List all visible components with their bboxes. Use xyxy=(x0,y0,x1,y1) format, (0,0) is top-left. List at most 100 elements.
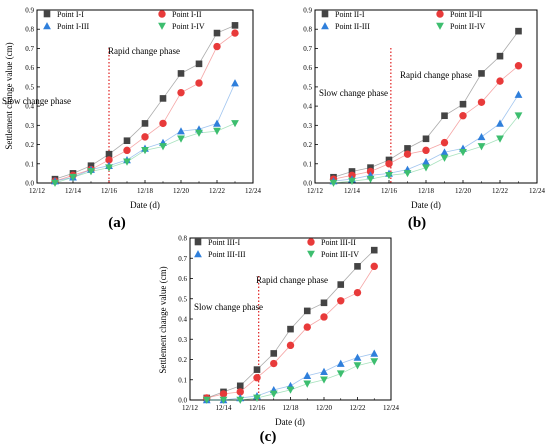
data-point xyxy=(370,246,378,254)
x-tick-label: 12/18 xyxy=(418,187,434,195)
data-point xyxy=(177,135,185,143)
x-tick-label: 12/12 xyxy=(182,404,198,412)
data-point xyxy=(329,179,338,187)
data-point xyxy=(337,297,345,305)
y-tick-label: 0.6 xyxy=(303,64,312,72)
y-tick-label: 0.8 xyxy=(25,26,34,34)
panel-label: (a) xyxy=(108,215,126,231)
data-point xyxy=(269,390,278,398)
legend-marker xyxy=(436,10,444,18)
data-point xyxy=(496,119,504,127)
x-tick-label: 12/20 xyxy=(316,404,332,412)
series-line xyxy=(206,249,375,399)
legend-label: Point III-III xyxy=(208,250,246,259)
x-tick-label: 12/22 xyxy=(350,404,366,412)
data-point xyxy=(303,307,311,315)
data-point xyxy=(159,143,167,151)
data-point xyxy=(195,129,203,137)
data-point xyxy=(496,52,504,60)
data-point xyxy=(286,386,295,394)
chart-panel-3: 0.0 0.1 0.2 0.3 0.4 0.5 0.6 0.7 0.8 12/12 12/14 12/… xyxy=(158,235,399,446)
data-point xyxy=(385,160,393,168)
y-tick-label: 0.0 xyxy=(178,397,187,405)
x-tick-label: 12/16 xyxy=(101,187,117,195)
data-point xyxy=(477,143,486,151)
y-tick-label: 0.9 xyxy=(303,7,312,15)
data-point xyxy=(370,262,378,271)
data-point xyxy=(477,98,486,106)
y-tick-label: 0.5 xyxy=(25,83,34,91)
data-point xyxy=(353,362,362,370)
data-point xyxy=(303,323,311,331)
data-point xyxy=(404,145,411,152)
data-point xyxy=(159,119,167,128)
data-point xyxy=(123,158,131,166)
y-axis-label: Settlement change value (cm) xyxy=(158,266,168,373)
data-point xyxy=(213,29,221,37)
panel-label: (b) xyxy=(408,215,426,231)
y-tick-label: 0.5 xyxy=(303,83,312,91)
data-point xyxy=(213,42,221,51)
x-axis-label: Date (d) xyxy=(275,417,305,427)
x-tick-label: 12/22 xyxy=(209,187,225,195)
data-point xyxy=(353,288,362,297)
data-point xyxy=(348,168,356,175)
series-line xyxy=(206,361,375,401)
data-point xyxy=(422,135,430,143)
data-point xyxy=(287,325,294,333)
data-point xyxy=(370,358,379,366)
data-point xyxy=(231,79,239,87)
slow-phase-annotation: Slow change phase xyxy=(319,88,388,98)
data-point xyxy=(320,376,328,384)
rapid-phase-annotation: Rapid change phase xyxy=(256,275,328,285)
legend-marker xyxy=(321,10,329,18)
legend-label: Point III-IV xyxy=(321,250,359,259)
x-tick-label: 12/12 xyxy=(29,187,45,195)
data-point xyxy=(213,127,221,135)
legend-entry: Point II-IV xyxy=(436,22,486,31)
panel-label: (c) xyxy=(260,429,277,445)
legend-marker xyxy=(194,238,202,246)
y-tick-label: 0.1 xyxy=(178,376,187,384)
data-point xyxy=(253,394,261,402)
slow-phase-annotation: Slow change phase xyxy=(194,302,263,312)
x-axis-label: Date (d) xyxy=(130,200,160,210)
y-tick-label: 0.0 xyxy=(303,180,312,188)
data-point xyxy=(385,156,393,164)
data-point xyxy=(440,154,449,162)
legend-entry: Point I-III xyxy=(43,22,90,31)
y-tick-label: 0.0 xyxy=(25,180,34,188)
x-tick-label: 12/14 xyxy=(344,187,360,195)
y-tick-label: 0.2 xyxy=(178,356,187,364)
series-point-iii-ii xyxy=(203,262,378,402)
legend-marker xyxy=(158,22,166,30)
y-tick-label: 0.3 xyxy=(303,122,312,130)
data-point xyxy=(177,88,185,97)
data-point xyxy=(219,390,228,398)
data-point xyxy=(213,119,221,127)
y-tick-label: 0.6 xyxy=(178,275,187,283)
data-point xyxy=(496,77,504,85)
data-point xyxy=(514,62,523,70)
legend-marker xyxy=(321,22,329,30)
y-tick-label: 0.3 xyxy=(25,122,34,130)
plot-frame xyxy=(189,237,392,401)
series-point-iii-iii xyxy=(202,349,379,404)
data-point xyxy=(195,79,203,87)
data-point xyxy=(353,353,362,361)
data-point xyxy=(303,380,312,388)
series-point-iii-i xyxy=(203,246,378,402)
data-point xyxy=(385,172,393,180)
slow-phase-annotation: Slow change phase xyxy=(2,96,71,106)
data-point xyxy=(459,112,467,120)
series-point-i-iv xyxy=(51,120,239,187)
data-point xyxy=(514,90,523,98)
x-tick-label: 12/24 xyxy=(529,187,545,195)
data-point xyxy=(123,146,131,155)
y-tick-label: 0.7 xyxy=(303,45,312,53)
data-point xyxy=(320,367,328,375)
y-tick-label: 0.3 xyxy=(178,336,187,344)
legend-label: Point I-III xyxy=(57,22,90,31)
x-tick-label: 12/20 xyxy=(173,187,189,195)
legend-entry: Point III-III xyxy=(194,250,246,259)
